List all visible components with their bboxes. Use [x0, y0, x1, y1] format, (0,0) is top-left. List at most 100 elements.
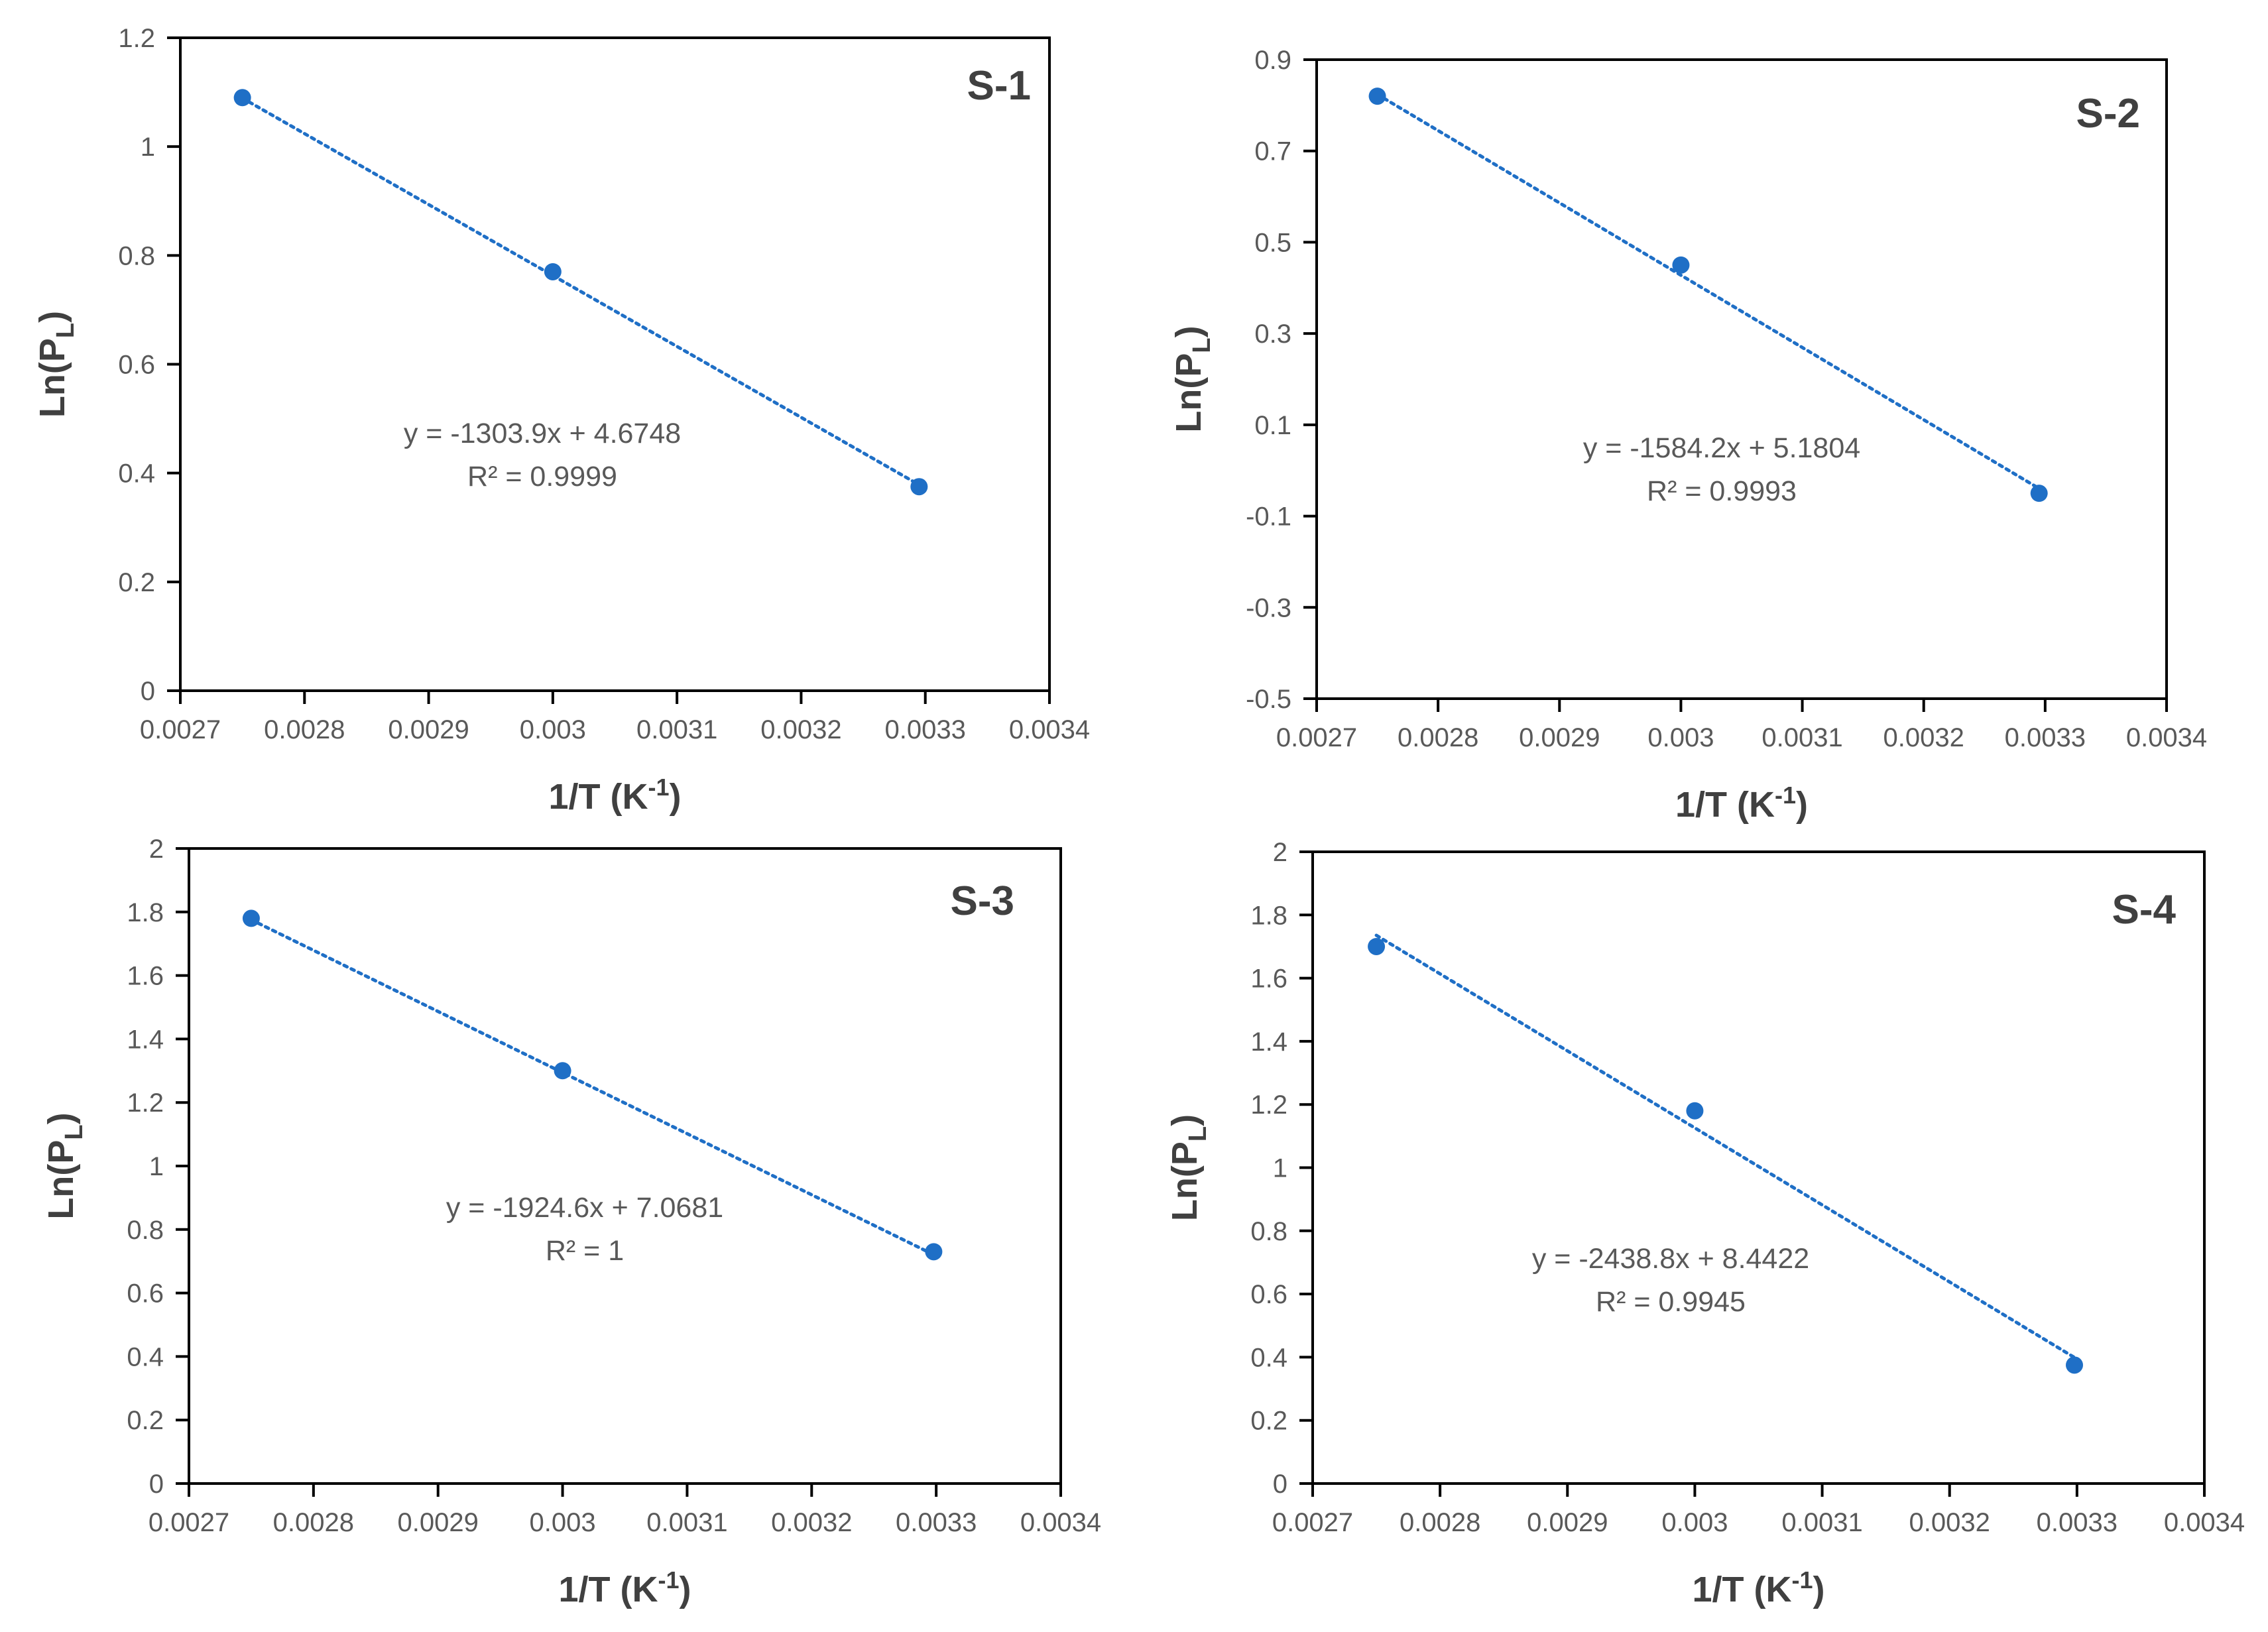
- x-tick-label: 0.0032: [771, 1508, 852, 1537]
- x-tick-label: 0.0028: [273, 1508, 354, 1537]
- chart-panel-s-3: 0 0.2 0.4 0.6 0.8 1 1.2 1.4 1.6 1.8 2 0.0027 0.0028 0…: [41, 835, 1101, 1609]
- x-axis-title-superscript: -1: [658, 1566, 680, 1594]
- y-tick-label: 0.8: [1250, 1217, 1287, 1246]
- x-tick-label: 0.0029: [398, 1508, 479, 1537]
- y-axis-title-end: ): [41, 1112, 81, 1124]
- x-tick-label: 0.0033: [2005, 723, 2086, 752]
- y-tick-label: 0.4: [127, 1342, 164, 1371]
- x-axis-title-end: ): [670, 777, 682, 817]
- data-point: [242, 909, 260, 927]
- x-axis-title-end: ): [680, 1570, 691, 1609]
- x-axis-title-base: 1/T (K: [558, 1570, 658, 1609]
- x-axis-title-base: 1/T (K: [1692, 1570, 1791, 1609]
- y-axis-title: Ln(PL): [1165, 1114, 1212, 1221]
- r-squared-label: R² = 0.9999: [467, 461, 617, 493]
- x-tick-label: 0.003: [1661, 1508, 1728, 1537]
- y-axis-title-base: Ln(P: [32, 338, 72, 418]
- y-tick-label: 0.4: [118, 459, 155, 489]
- x-tick-label: 0.0034: [2126, 723, 2207, 752]
- y-tick-label: 1.2: [118, 24, 155, 53]
- x-tick-label: 0.0032: [760, 715, 841, 744]
- y-tick-label: 1.8: [127, 898, 164, 927]
- y-tick-label: 0.6: [127, 1279, 164, 1309]
- x-tick-label: 0.0033: [885, 715, 966, 744]
- y-tick-label: 1.6: [1250, 964, 1287, 994]
- x-axis-title-end: ): [1796, 785, 1808, 825]
- y-tick-label: 1.2: [1250, 1090, 1287, 1120]
- y-axis-title-end: ): [1169, 325, 1209, 337]
- data-point: [925, 1243, 943, 1261]
- panel-label: S-1: [967, 63, 1031, 109]
- trendline-equation: y = -1303.9x + 4.6748: [404, 418, 681, 449]
- data-point: [1368, 937, 1386, 955]
- x-tick-label: 0.003: [530, 1508, 596, 1537]
- y-tick-label: 1.2: [127, 1088, 164, 1118]
- trendline: [241, 96, 921, 487]
- y-tick-label: 1.4: [1250, 1027, 1287, 1057]
- y-tick-label: 0: [149, 1470, 164, 1499]
- x-axis-title-superscript: -1: [648, 774, 670, 801]
- y-tick-label: 2: [1273, 838, 1287, 867]
- y-tick-label: 0.7: [1254, 137, 1291, 166]
- y-tick-label: 2: [149, 835, 164, 864]
- y-tick-label: 1: [141, 133, 155, 162]
- plot-frame: [188, 847, 1062, 1485]
- data-point: [554, 1062, 571, 1080]
- trendline: [249, 918, 935, 1257]
- y-axis-title-subscript: L: [60, 1124, 88, 1139]
- x-axis-title: 1/T (K-1): [548, 774, 681, 817]
- y-axis-title: Ln(PL): [41, 1112, 88, 1219]
- plot-frame: [179, 36, 1051, 692]
- r-squared-label: R² = 0.9993: [1647, 475, 1797, 507]
- y-tick-label: 0.6: [1250, 1280, 1287, 1309]
- x-tick-label: 0.0034: [1009, 715, 1090, 744]
- x-tick-label: 0.003: [520, 715, 586, 744]
- y-axis-title-subscript: L: [52, 323, 80, 338]
- x-tick-label: 0.0029: [1519, 723, 1600, 752]
- x-tick-label: 0.0027: [1272, 1508, 1353, 1537]
- y-axis-title-end: ): [32, 311, 72, 323]
- y-tick-label: 0: [141, 677, 155, 706]
- trendline: [1374, 933, 2076, 1360]
- x-axis-title-superscript: -1: [1775, 782, 1796, 809]
- y-tick-label: 1: [1273, 1154, 1287, 1183]
- x-tick-label: 0.0028: [264, 715, 345, 744]
- trendline-equation: y = -2438.8x + 8.4422: [1532, 1243, 1809, 1275]
- y-tick-label: 0.4: [1250, 1343, 1287, 1372]
- r-squared-label: R² = 0.9945: [1596, 1286, 1746, 1318]
- y-tick-label: 1.6: [127, 962, 164, 991]
- y-tick-label: 1: [149, 1152, 164, 1181]
- y-axis-title-base: Ln(P: [1169, 353, 1209, 433]
- y-tick-label: -0.5: [1246, 685, 1291, 714]
- data-point: [233, 89, 251, 107]
- plot-frame: [1315, 58, 2168, 700]
- x-tick-label: 0.0028: [1400, 1508, 1480, 1537]
- chart-panel-s-2: -0.5 -0.3 -0.1 0.1 0.3 0.5 0.7 0.9 0.0027 0.0028 0…: [1169, 46, 2207, 825]
- x-tick-label: 0.0027: [149, 1508, 229, 1537]
- y-tick-label: 1.4: [127, 1025, 164, 1054]
- x-axis-title-end: ): [1813, 1570, 1825, 1609]
- x-tick-label: 0.0031: [1761, 723, 1842, 752]
- x-axis-title-base: 1/T (K: [548, 777, 648, 817]
- x-tick-label: 0.0029: [388, 715, 469, 744]
- data-point: [1368, 87, 1386, 105]
- y-tick-label: 0.6: [118, 351, 155, 380]
- data-point: [2030, 485, 2048, 502]
- x-tick-label: 0.0027: [1276, 723, 1357, 752]
- y-axis-title-base: Ln(P: [41, 1140, 81, 1220]
- y-tick-label: 0.2: [127, 1406, 164, 1435]
- panel-label: S-2: [2076, 91, 2140, 137]
- x-axis-title: 1/T (K-1): [1675, 782, 1808, 825]
- r-squared-label: R² = 1: [546, 1235, 624, 1267]
- y-axis-title-subscript: L: [1184, 1126, 1212, 1141]
- x-tick-label: 0.0031: [1781, 1508, 1862, 1537]
- y-axis-title-end: ): [1165, 1114, 1205, 1126]
- x-tick-label: 0.0029: [1527, 1508, 1608, 1537]
- y-tick-label: 0.8: [127, 1216, 164, 1245]
- x-tick-label: 0.0031: [646, 1508, 727, 1537]
- trendline-equation: y = -1924.6x + 7.0681: [446, 1192, 723, 1224]
- x-tick-label: 0.0034: [2164, 1508, 2245, 1537]
- y-tick-label: 0.9: [1254, 46, 1291, 75]
- data-point: [544, 262, 562, 280]
